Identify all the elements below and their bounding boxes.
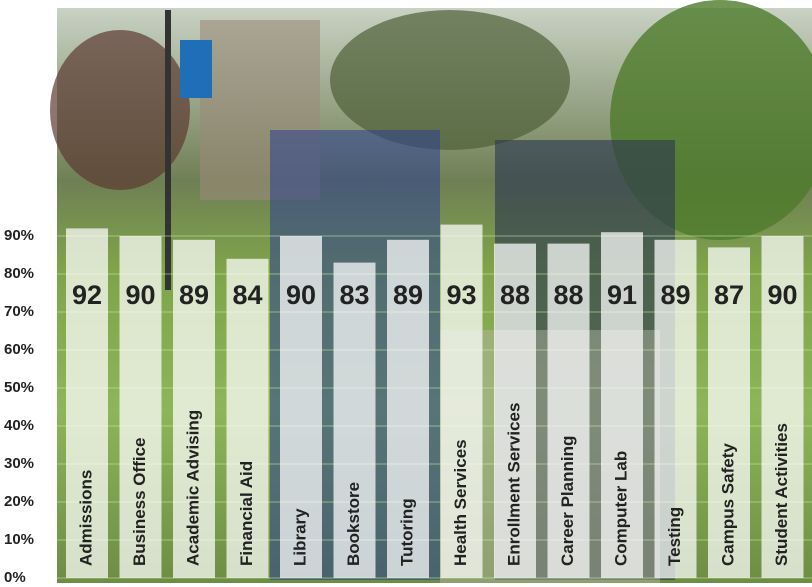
value-label: 90: [286, 280, 316, 310]
value-label: 84: [232, 280, 262, 310]
bar: [173, 239, 215, 579]
bar: [708, 247, 750, 578]
category-label: Computer Lab: [611, 451, 630, 566]
value-label: 89: [660, 280, 690, 310]
value-label: 90: [125, 280, 155, 310]
y-tick-label: 30%: [4, 455, 34, 472]
bar: [494, 243, 536, 578]
category-label: Library: [290, 508, 309, 566]
bar: [66, 228, 108, 578]
y-tick-label: 0%: [4, 569, 26, 586]
category-label: Financial Aid: [237, 461, 256, 566]
labels: 0% 10% 20% 30% 40% 50% 60% 70% 80% 90% 92 Admission…: [4, 227, 798, 586]
bar: [547, 243, 590, 578]
value-label: 89: [393, 280, 423, 310]
y-tick-label: 20%: [4, 493, 34, 510]
value-label: 93: [446, 280, 476, 310]
category-label: Testing: [665, 507, 684, 566]
value-label: 87: [714, 280, 744, 310]
value-label: 83: [339, 280, 369, 310]
bar: [119, 236, 162, 578]
y-tick-label: 10%: [4, 531, 34, 548]
category-label: Campus Safety: [718, 443, 737, 566]
value-label: 88: [500, 280, 530, 310]
bar: [440, 224, 483, 578]
category-label: Admissions: [76, 470, 95, 566]
value-label: 89: [179, 280, 209, 310]
bar: [654, 239, 697, 579]
category-label: Enrollment Services: [504, 403, 523, 566]
value-label: 90: [767, 280, 797, 310]
category-label: Career Planning: [558, 436, 577, 566]
bar: [280, 236, 322, 578]
value-label: 88: [553, 280, 583, 310]
category-label: Health Services: [451, 439, 470, 566]
category-label: Academic Advising: [183, 410, 202, 566]
bar: [601, 232, 643, 578]
background-photo: [50, 0, 812, 583]
y-tick-label: 40%: [4, 417, 34, 434]
bar: [333, 262, 376, 578]
category-label: Business Office: [130, 438, 149, 567]
bar: [387, 239, 429, 579]
bars: [66, 224, 804, 579]
value-label: 91: [607, 280, 637, 310]
y-tick-label: 80%: [4, 265, 34, 282]
category-label: Student Activities: [772, 423, 791, 566]
bar: [226, 258, 269, 578]
category-label: Tutoring: [397, 498, 416, 566]
bar: [761, 236, 804, 578]
y-tick-label: 90%: [4, 227, 34, 244]
y-tick-label: 70%: [4, 303, 34, 320]
y-tick-label: 50%: [4, 379, 34, 396]
value-label: 92: [72, 280, 102, 310]
y-tick-label: 60%: [4, 341, 34, 358]
category-label: Bookstore: [344, 482, 363, 566]
